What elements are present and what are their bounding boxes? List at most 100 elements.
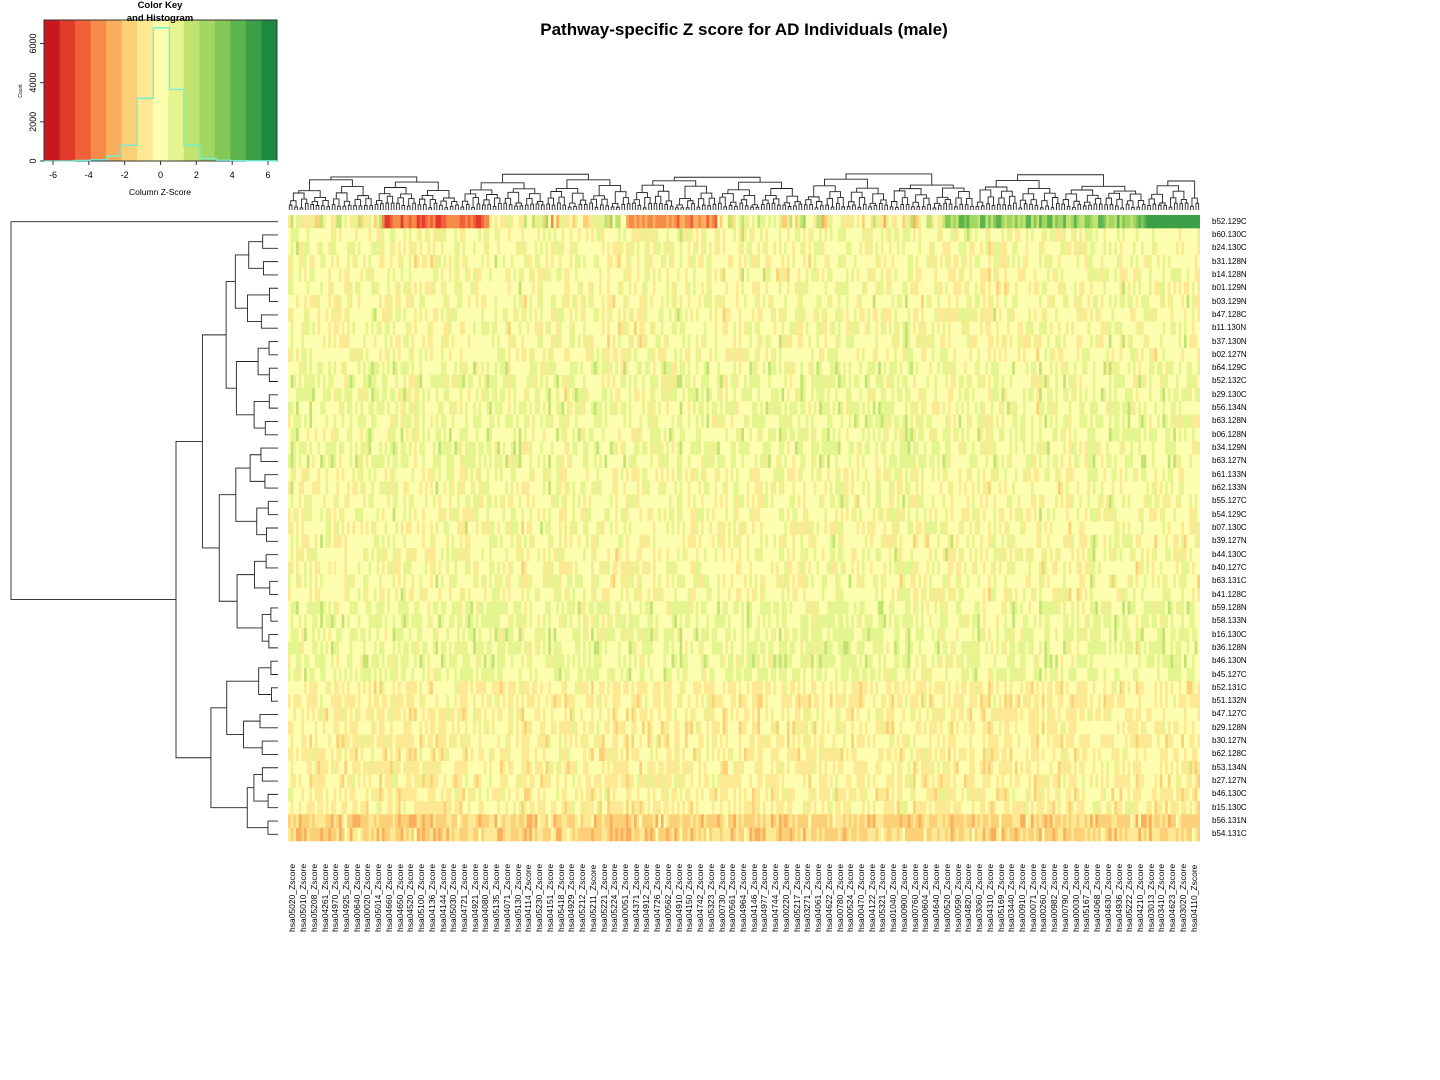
column-label: hsa05211_Zscore [587,864,598,932]
row-label: b53.134N [1212,762,1247,772]
row-label: b45.127C [1212,669,1247,679]
column-label: hsa04912_Zscore [641,863,652,932]
row-label: b58.133N [1212,616,1247,626]
row-label: b56.131N [1212,816,1247,826]
column-label: hsa05135_Zscore [491,863,502,932]
column-label: hsa00730_Zscore [716,863,727,932]
column-label: hsa04210_Zscore [1134,863,1145,932]
row-label: b63.128N [1212,416,1247,426]
column-label: hsa04151_Zscore [544,863,555,932]
svg-text:0: 0 [28,158,38,163]
column-label: hsa00520_Zscore [941,863,952,932]
column-label: hsa03060_Zscore [974,863,985,932]
column-label: hsa04080_Zscore [480,863,491,932]
column-label: hsa00020_Zscore [362,863,373,932]
column-label: hsa04742_Zscore [695,863,706,932]
row-label: b34.129N [1212,443,1247,453]
column-label: hsa00590_Zscore [952,863,963,932]
column-label: hsa00524_Zscore [845,863,856,932]
column-label: hsa00561_Zscore [727,863,738,932]
svg-text:-2: -2 [121,170,129,180]
row-label: b02.127N [1212,349,1247,359]
column-label: hsa04520_Zscore [405,863,416,932]
column-label: hsa05212_Zscore [577,863,588,932]
column-label: hsa05010_Zscore [298,863,309,932]
row-label: b62.128C [1212,749,1247,759]
column-label: hsa03410_Zscore [1156,863,1167,932]
row-label: b27.127N [1212,776,1247,786]
svg-text:6: 6 [266,170,271,180]
row-label: b07.130C [1212,523,1247,532]
row-label: b63.131C [1212,576,1247,586]
column-label: hsa04371_Zscore [630,863,641,932]
row-label: b29.128N [1212,722,1247,732]
column-label: hsa00982_Zscore [1049,863,1060,932]
column-label: hsa05221_Zscore [598,863,609,932]
column-label: hsa04964_Zscore [738,863,748,932]
column-label: hsa00604_Zscore [920,863,931,932]
column-label: hsa04622_Zscore [823,863,834,932]
column-label: hsa03013_Zscore [1145,863,1156,932]
column-label: hsa05169_Zscore [995,863,1006,932]
row-label: b40.127C [1212,562,1247,572]
column-label: hsa00900_Zscore [898,863,909,932]
column-label: hsa00640_Zscore [351,863,362,932]
column-label: hsa04261_Zscore [319,863,330,932]
row-label: b03.129N [1212,296,1247,306]
column-label: hsa03271_Zscore [802,863,813,932]
column-label: hsa00910_Zscore [1016,863,1027,932]
color-key: -6 -4 -2 0 2 4 6 0 2000 4000 6000 Color Key and Hist… [18,0,278,197]
svg-text:0: 0 [158,170,163,180]
row-label: b56.134N [1212,403,1247,413]
column-label: hsa04977_Zscore [759,863,770,932]
row-label: b55.127C [1212,496,1247,506]
row-label: b46.130N [1212,656,1247,666]
svg-text:Color Key: Color Key [138,0,184,11]
chart-title: Pathway-specific Z score for AD Individu… [540,20,948,39]
svg-text:-6: -6 [49,170,57,180]
svg-text:2: 2 [194,170,199,180]
row-label: b41.128C [1212,589,1247,599]
column-label: hsa00030_Zscore [1070,863,1081,932]
column-label: hsa04146_Zscore [748,863,759,932]
column-label: hsa05222_Zscore [1124,863,1135,932]
column-label: hsa00051_Zscore [619,863,630,932]
row-label: b29.130C [1212,389,1247,399]
row-label: b30.127N [1212,736,1247,746]
heatmap-cells [288,215,1200,842]
row-label: b52.129C [1212,216,1247,226]
column-label: hsa05217_Zscore [791,863,802,932]
svg-text:Column Z-Score: Column Z-Score [129,187,191,197]
column-label: hsa05100_Zscore [416,863,427,932]
row-label: b24.130C [1212,243,1247,253]
column-label: hsa03020_Zscore [1177,863,1188,932]
column-label: hsa00780_Zscore [834,863,845,932]
column-label: hsa03440_Zscore [1006,863,1017,932]
svg-text:-4: -4 [85,170,93,180]
row-label: b51.132N [1212,696,1247,706]
row-label: b59.128N [1212,602,1247,612]
column-label: hsa04970_Zscore [330,863,341,932]
row-label: b14.128N [1212,269,1247,279]
column-label: hsa04110_Zscore [1188,864,1199,932]
column-label: hsa00562_Zscore [662,863,673,932]
column-label: hsa04650_Zscore [394,863,405,932]
column-label: hsa05020_Zscore [287,863,298,932]
column-label: hsa05323_Zscore [705,863,716,932]
column-label: hsa05230_Zscore [534,863,545,932]
column-label: hsa04640_Zscore [931,863,942,932]
row-label: b01.129N [1212,283,1247,293]
row-label: b15.130C [1212,802,1247,812]
column-label: hsa05418_Zscore [555,863,566,932]
svg-text:4: 4 [230,170,235,180]
row-label: b54.129C [1212,509,1247,519]
row-label: b31.128N [1212,256,1247,266]
row-label: b46.130C [1212,789,1247,799]
column-label: hsa05321_Zscore [877,863,888,932]
row-label: b52.132C [1212,376,1247,386]
column-label: hsa04820_Zscore [963,863,974,932]
row-label: b64.129C [1212,363,1247,373]
column-label: hsa04660_Zscore [383,863,394,932]
column-label: hsa04921_Zscore [469,863,480,932]
